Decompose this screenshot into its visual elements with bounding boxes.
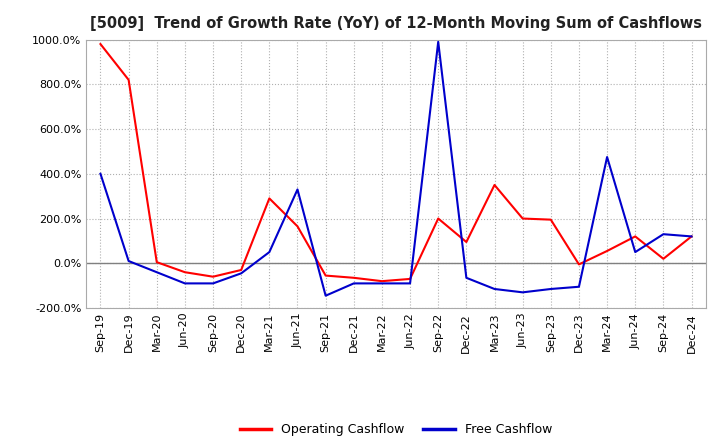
Operating Cashflow (125, 77, 133, 82)
Operating Cashflow (153, 260, 161, 265)
Operating Cashflow (293, 224, 302, 229)
Operating Cashflow (631, 234, 639, 239)
Free Cashflow (462, 275, 471, 280)
Operating Cashflow (434, 216, 443, 221)
Operating Cashflow (687, 234, 696, 239)
Free Cashflow (434, 39, 443, 44)
Free Cashflow (153, 270, 161, 275)
Operating Cashflow (96, 41, 105, 47)
Operating Cashflow (377, 279, 386, 284)
Free Cashflow (237, 271, 246, 276)
Line: Free Cashflow: Free Cashflow (101, 42, 691, 296)
Title: [5009]  Trend of Growth Rate (YoY) of 12-Month Moving Sum of Cashflows: [5009] Trend of Growth Rate (YoY) of 12-… (90, 16, 702, 32)
Free Cashflow (490, 286, 499, 292)
Free Cashflow (377, 281, 386, 286)
Operating Cashflow (518, 216, 527, 221)
Free Cashflow (293, 187, 302, 192)
Operating Cashflow (462, 239, 471, 245)
Operating Cashflow (659, 256, 667, 261)
Free Cashflow (603, 154, 611, 160)
Operating Cashflow (603, 248, 611, 253)
Operating Cashflow (546, 217, 555, 222)
Free Cashflow (96, 171, 105, 176)
Operating Cashflow (265, 196, 274, 201)
Free Cashflow (631, 249, 639, 255)
Free Cashflow (209, 281, 217, 286)
Free Cashflow (406, 281, 415, 286)
Legend: Operating Cashflow, Free Cashflow: Operating Cashflow, Free Cashflow (235, 418, 557, 440)
Line: Operating Cashflow: Operating Cashflow (101, 44, 691, 281)
Operating Cashflow (237, 268, 246, 273)
Free Cashflow (125, 258, 133, 264)
Free Cashflow (181, 281, 189, 286)
Operating Cashflow (209, 274, 217, 279)
Free Cashflow (518, 290, 527, 295)
Free Cashflow (546, 286, 555, 292)
Free Cashflow (265, 249, 274, 255)
Operating Cashflow (490, 182, 499, 187)
Operating Cashflow (406, 276, 415, 282)
Free Cashflow (687, 234, 696, 239)
Free Cashflow (321, 293, 330, 298)
Free Cashflow (659, 231, 667, 237)
Operating Cashflow (575, 262, 583, 267)
Operating Cashflow (181, 270, 189, 275)
Free Cashflow (575, 284, 583, 290)
Free Cashflow (349, 281, 358, 286)
Operating Cashflow (321, 273, 330, 278)
Operating Cashflow (349, 275, 358, 280)
